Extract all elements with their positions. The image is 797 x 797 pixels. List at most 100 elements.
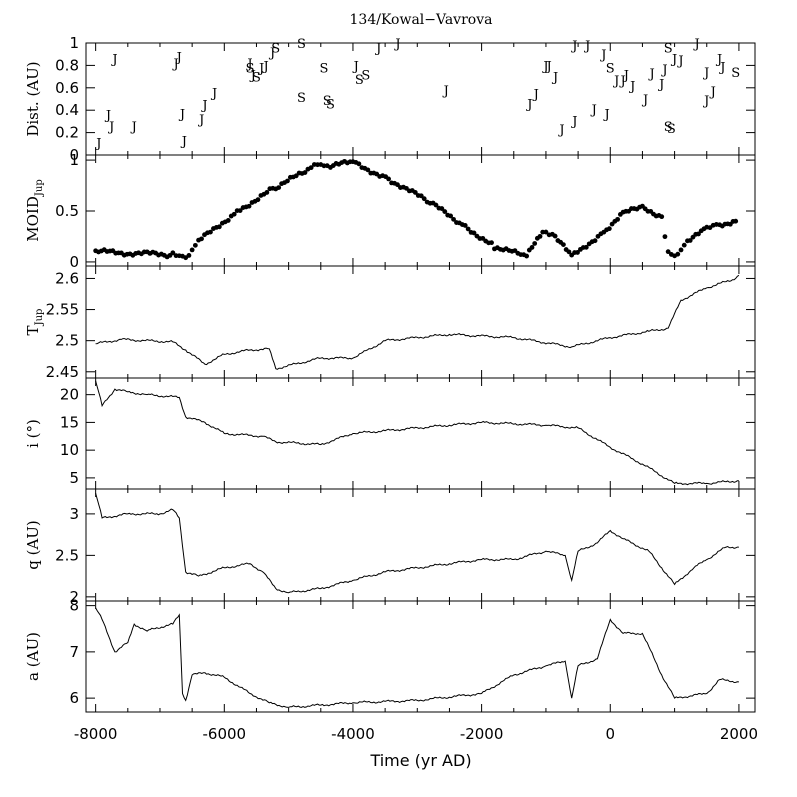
point-J: J [702, 94, 709, 109]
moid-point [659, 214, 665, 220]
ytick-label-moid: 1 [69, 151, 79, 169]
point-J: J [590, 103, 597, 118]
point-J: J [525, 97, 532, 112]
panel-a: 6 7 8 a (AU) [24, 597, 756, 713]
point-J: J [104, 109, 111, 124]
ytick-label-dist: 0.8 [55, 56, 79, 74]
point-J: J [670, 53, 677, 68]
moid-point [356, 161, 362, 167]
moid-point [532, 241, 538, 246]
moid-point [560, 242, 566, 248]
moid-point [451, 216, 456, 222]
moid-point [442, 209, 448, 214]
moid-point [733, 218, 739, 224]
moid-point [687, 238, 693, 243]
chart-title: 134/Kowal−Vavrova [350, 12, 493, 28]
point-J: J [171, 57, 178, 72]
point-J: J [709, 85, 716, 100]
point-J: J [557, 123, 564, 138]
point-S: S [361, 68, 370, 83]
point-J: J [393, 37, 400, 52]
ytick-label-q: 2.5 [55, 546, 79, 564]
moid-point [543, 229, 549, 235]
point-J: J [676, 54, 683, 69]
point-J: J [541, 59, 548, 74]
point-J: J [570, 114, 577, 129]
moid-point [566, 249, 572, 255]
moid-point [665, 249, 671, 255]
moid-point [489, 240, 494, 246]
point-J: J [628, 80, 635, 95]
point-J: J [599, 48, 606, 63]
moid-point [418, 193, 424, 199]
ytick-label-dist: 0.4 [55, 101, 79, 119]
ytick-label-a: 7 [69, 643, 79, 661]
point-J: J [718, 61, 725, 76]
ylabel-q: q (AU) [24, 520, 42, 570]
moid-point [255, 197, 261, 203]
point-J: J [245, 57, 252, 72]
ytick-label-inc: 15 [60, 413, 79, 431]
moid-point [276, 185, 282, 191]
ytick-label-tjup: 2.55 [46, 301, 79, 319]
moid-point [462, 223, 468, 228]
moid-point [678, 247, 684, 253]
point-J: J [612, 74, 619, 89]
point-J: J [262, 59, 269, 74]
point-J: J [110, 53, 117, 68]
moid-point [386, 176, 391, 182]
x-tick-label: 0 [605, 725, 615, 743]
point-S: S [246, 62, 255, 77]
x-tick-label: -2000 [460, 725, 504, 743]
moid-point [264, 190, 270, 195]
point-S: S [297, 37, 306, 52]
ytick-label-inc: 20 [60, 386, 79, 404]
moid-point [529, 245, 535, 250]
point-S: S [355, 73, 364, 88]
x-tick-labels: -8000 -6000 -4000 -2000 0 2000 [74, 725, 758, 743]
x-tick-label: -4000 [331, 725, 375, 743]
point-J: J [702, 66, 709, 81]
ytick-label-dist: 0 [69, 146, 79, 164]
moid-point [552, 233, 558, 239]
ytick-label-moid: 0 [69, 253, 79, 271]
moid-point [448, 213, 454, 219]
moid-point [583, 244, 589, 250]
moid-point [395, 182, 400, 188]
point-J: J [175, 50, 182, 65]
ytick-label-tjup: 2.5 [55, 332, 79, 350]
ylabel-dist: Dist. (AU) [24, 61, 42, 136]
series-line-q [95, 492, 739, 594]
point-J: J [551, 71, 558, 86]
x-tick-label: 2000 [720, 725, 758, 743]
moid-point [662, 234, 668, 240]
moid-point [465, 226, 471, 232]
point-J: J [660, 63, 667, 78]
moid-point [421, 196, 427, 202]
x-tick-label: -6000 [203, 725, 247, 743]
point-J: J [619, 74, 626, 89]
point-S: S [252, 71, 261, 86]
point-S: S [323, 94, 332, 109]
point-J: J [442, 84, 449, 99]
moid-point [606, 226, 612, 232]
point-S: S [664, 120, 673, 135]
ytick-label-tjup: 2.6 [55, 269, 79, 287]
series-line-tjup [95, 274, 740, 370]
moid-point [439, 206, 445, 211]
moid-point [412, 190, 418, 195]
panel-inc: 5 10 15 20 i (°) [24, 377, 756, 490]
point-J: J [657, 77, 664, 92]
point-J: J [641, 93, 648, 108]
point-J: J [107, 120, 114, 135]
moid-point [524, 253, 530, 259]
point-J: J [374, 41, 381, 56]
point-J: J [197, 113, 204, 128]
point-S: S [664, 41, 673, 56]
panel-tjup: 2.45 2.5 2.55 2.6 TJup [24, 265, 756, 381]
moid-point [208, 229, 213, 235]
point-J: J [200, 99, 207, 114]
moid-point [170, 250, 176, 256]
point-S: S [297, 91, 306, 106]
